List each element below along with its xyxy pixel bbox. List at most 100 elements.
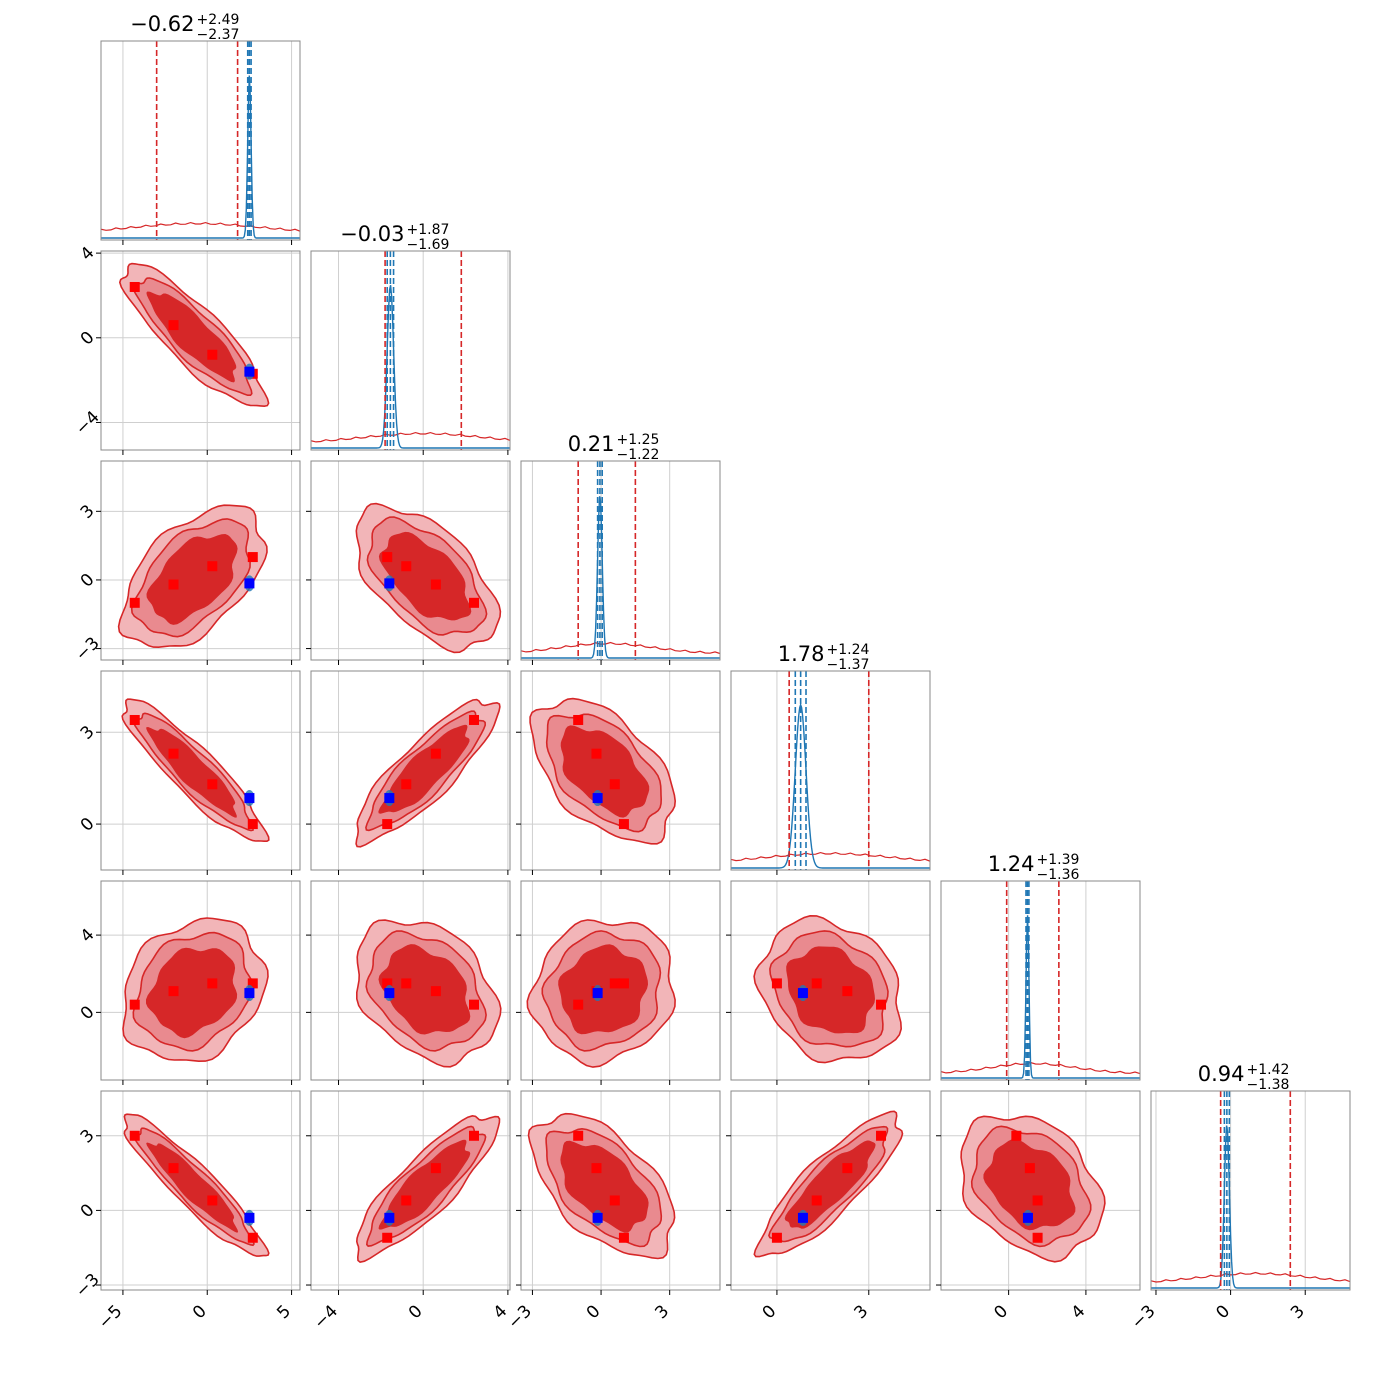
true-point-marker [876,1130,887,1141]
panel-frame [310,1090,511,1291]
true-point-marker [382,978,393,989]
true-point-marker [430,1163,441,1174]
reference-point-marker [384,578,395,589]
y-tick-label: 0 [77,814,99,836]
y-tick-label: 3 [77,722,99,744]
x-tick-label: −5 [95,1301,127,1333]
reference-point-marker [797,988,808,999]
panel-title-plus: +1.24 [827,642,870,658]
true-point-marker [876,999,887,1010]
true-point-marker [573,999,584,1010]
contour-panel-4-3 [726,880,931,1085]
panel-frame [310,670,511,871]
reference-point-marker [797,1212,808,1223]
true-point-marker [469,714,480,725]
contour-panel-5-1: −4 0 4 [306,1090,511,1333]
true-point-marker [811,978,822,989]
narrow-posterior-hist [941,915,1140,1079]
hist-panel-0-0: −0.62 +2.49−2.37 [100,12,301,245]
contour-inner [146,534,238,625]
x-tick-label: −4 [310,1301,342,1333]
panel-frame [310,250,511,451]
panel-frame [100,670,301,871]
true-point-marker [430,986,441,997]
reference-point-marker [592,1212,603,1223]
true-point-marker [430,748,441,759]
reference-point-marker [244,578,255,589]
panel-frame [940,1090,1141,1291]
reference-point-marker [244,1212,255,1223]
contour-panel-3-2 [516,670,721,875]
hist-panel-4-4: 1.24 +1.39−1.36 [940,852,1141,1085]
true-point-marker [168,579,179,590]
x-tick-label: 0 [1212,1301,1234,1323]
true-point-marker [842,986,853,997]
contour-panel-4-0: 04 [77,880,301,1085]
panel-frame [310,460,511,661]
panel-frame [310,880,511,1081]
true-point-marker [382,1232,393,1243]
x-tick-label: 0 [405,1301,427,1323]
panel-title-median: 1.78 [778,642,825,666]
true-point-marker [430,579,441,590]
true-point-marker [609,1195,620,1206]
panel-frame [520,670,721,871]
y-tick-label: 4 [77,925,99,947]
panel-title-minus: −1.38 [1247,1077,1290,1093]
contour-panel-3-1 [306,670,511,875]
panel-frame [100,1090,301,1291]
true-point-marker [609,779,620,790]
true-point-marker [382,819,393,830]
reference-point-marker [244,793,255,804]
true-point-marker [609,978,620,989]
x-tick-label: 5 [273,1301,295,1323]
true-point-marker [401,1195,412,1206]
x-tick-label: 0 [583,1301,605,1323]
y-tick-label: 0 [77,1002,99,1024]
contour-inner [983,1139,1076,1231]
wide-posterior-hist [521,641,720,655]
panel-title-median: 0.21 [568,432,615,456]
panel-title-minus: −1.69 [407,237,450,253]
true-point-marker [1024,1163,1035,1174]
y-tick-label: −3 [72,633,104,665]
panel-frame [730,1090,931,1291]
contour-inner [784,1140,876,1229]
hist-panel-3-3: 1.78 +1.24−1.37 [730,642,931,875]
true-point-marker [168,1163,179,1174]
true-point-marker [618,1232,629,1243]
panel-frame [100,40,301,241]
panel-title-minus: −1.36 [1037,867,1080,883]
true-point-marker [207,779,218,790]
true-point-marker [168,748,179,759]
true-point-marker [618,819,629,830]
panel-frame [100,250,301,451]
wide-posterior-hist [731,851,930,862]
contour-panel-5-0: −5 0 5 −3 0 3 [72,1090,301,1333]
true-point-marker [1011,1130,1022,1141]
true-point-marker [247,978,258,989]
contour-inner [560,725,650,818]
true-point-marker [771,1232,782,1243]
reference-point-marker [384,988,395,999]
y-tick-label: 3 [77,501,99,523]
x-tick-label: 4 [1068,1301,1090,1323]
true-point-marker [129,281,140,292]
contour-panel-1-0: −4 0 4 [72,243,301,455]
panel-title-plus: +1.42 [1247,1062,1290,1078]
true-point-marker [168,986,179,997]
contour-inner [378,1139,471,1230]
true-point-marker [247,552,258,563]
panel-title-plus: +2.49 [197,12,240,28]
y-tick-label: 0 [77,1200,99,1222]
true-point-marker [207,561,218,572]
contour-panel-5-2: −3 0 3 [504,1090,721,1333]
narrow-posterior-hist [521,496,720,659]
panel-title-minus: −1.37 [827,657,870,673]
true-point-marker [573,714,584,725]
panel-title-minus: −2.37 [197,27,240,43]
narrow-posterior-hist [311,285,510,449]
panel-frame [520,1090,721,1291]
panel-frame [940,880,1141,1081]
